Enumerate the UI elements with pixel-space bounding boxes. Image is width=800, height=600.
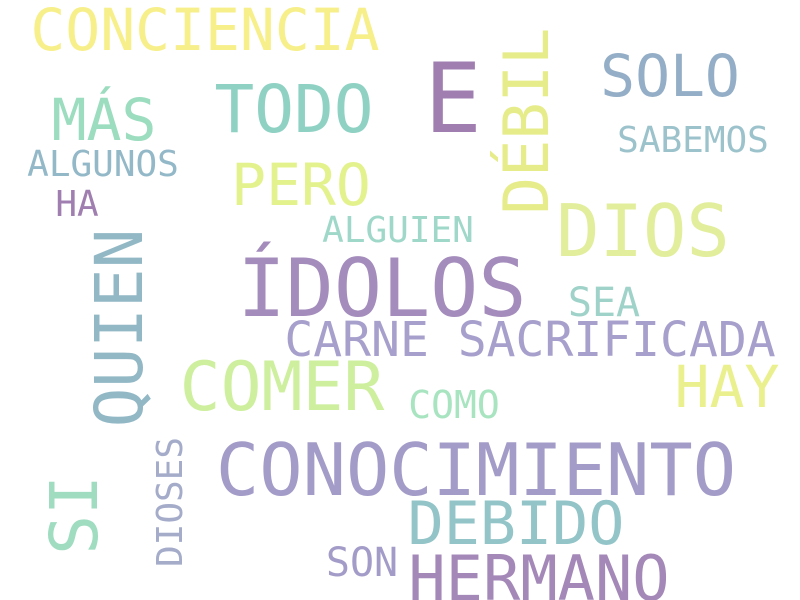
word-debido: DEBIDO bbox=[408, 489, 625, 559]
word-dios: DIOS bbox=[556, 189, 729, 273]
word-e: E bbox=[424, 43, 482, 155]
word-pero: PERO bbox=[231, 151, 371, 219]
word-conciencia: CONCIENCIA bbox=[30, 0, 379, 64]
word-hermano: HERMANO bbox=[408, 542, 669, 600]
word-algunos: ALGUNOS bbox=[27, 144, 179, 185]
word-si: SI bbox=[36, 475, 113, 554]
word-carne-sacrificada: CARNE SACRIFICADA bbox=[284, 312, 775, 368]
word-todo: TODO bbox=[215, 71, 374, 148]
word-debil: DÉBIL bbox=[490, 28, 563, 215]
word-sabemos: SABEMOS bbox=[617, 120, 769, 161]
word-son: SON bbox=[326, 540, 398, 586]
word-dioses: DIOSES bbox=[150, 437, 191, 567]
word-quien: QUIEN bbox=[81, 229, 158, 428]
word-como: COMO bbox=[408, 383, 500, 427]
word-solo: SOLO bbox=[600, 42, 740, 110]
word-mas: MÁS bbox=[52, 85, 157, 154]
word-alguien: ALGUIEN bbox=[322, 210, 474, 251]
word-hay: HAY bbox=[675, 353, 780, 421]
word-sea: SEA bbox=[568, 280, 640, 326]
word-ha: HA bbox=[55, 184, 99, 225]
word-conocimiento: CONOCIMIENTO bbox=[216, 428, 736, 512]
word-idolos: ÍDOLOS bbox=[238, 241, 527, 335]
word-comer: COMER bbox=[180, 348, 385, 427]
